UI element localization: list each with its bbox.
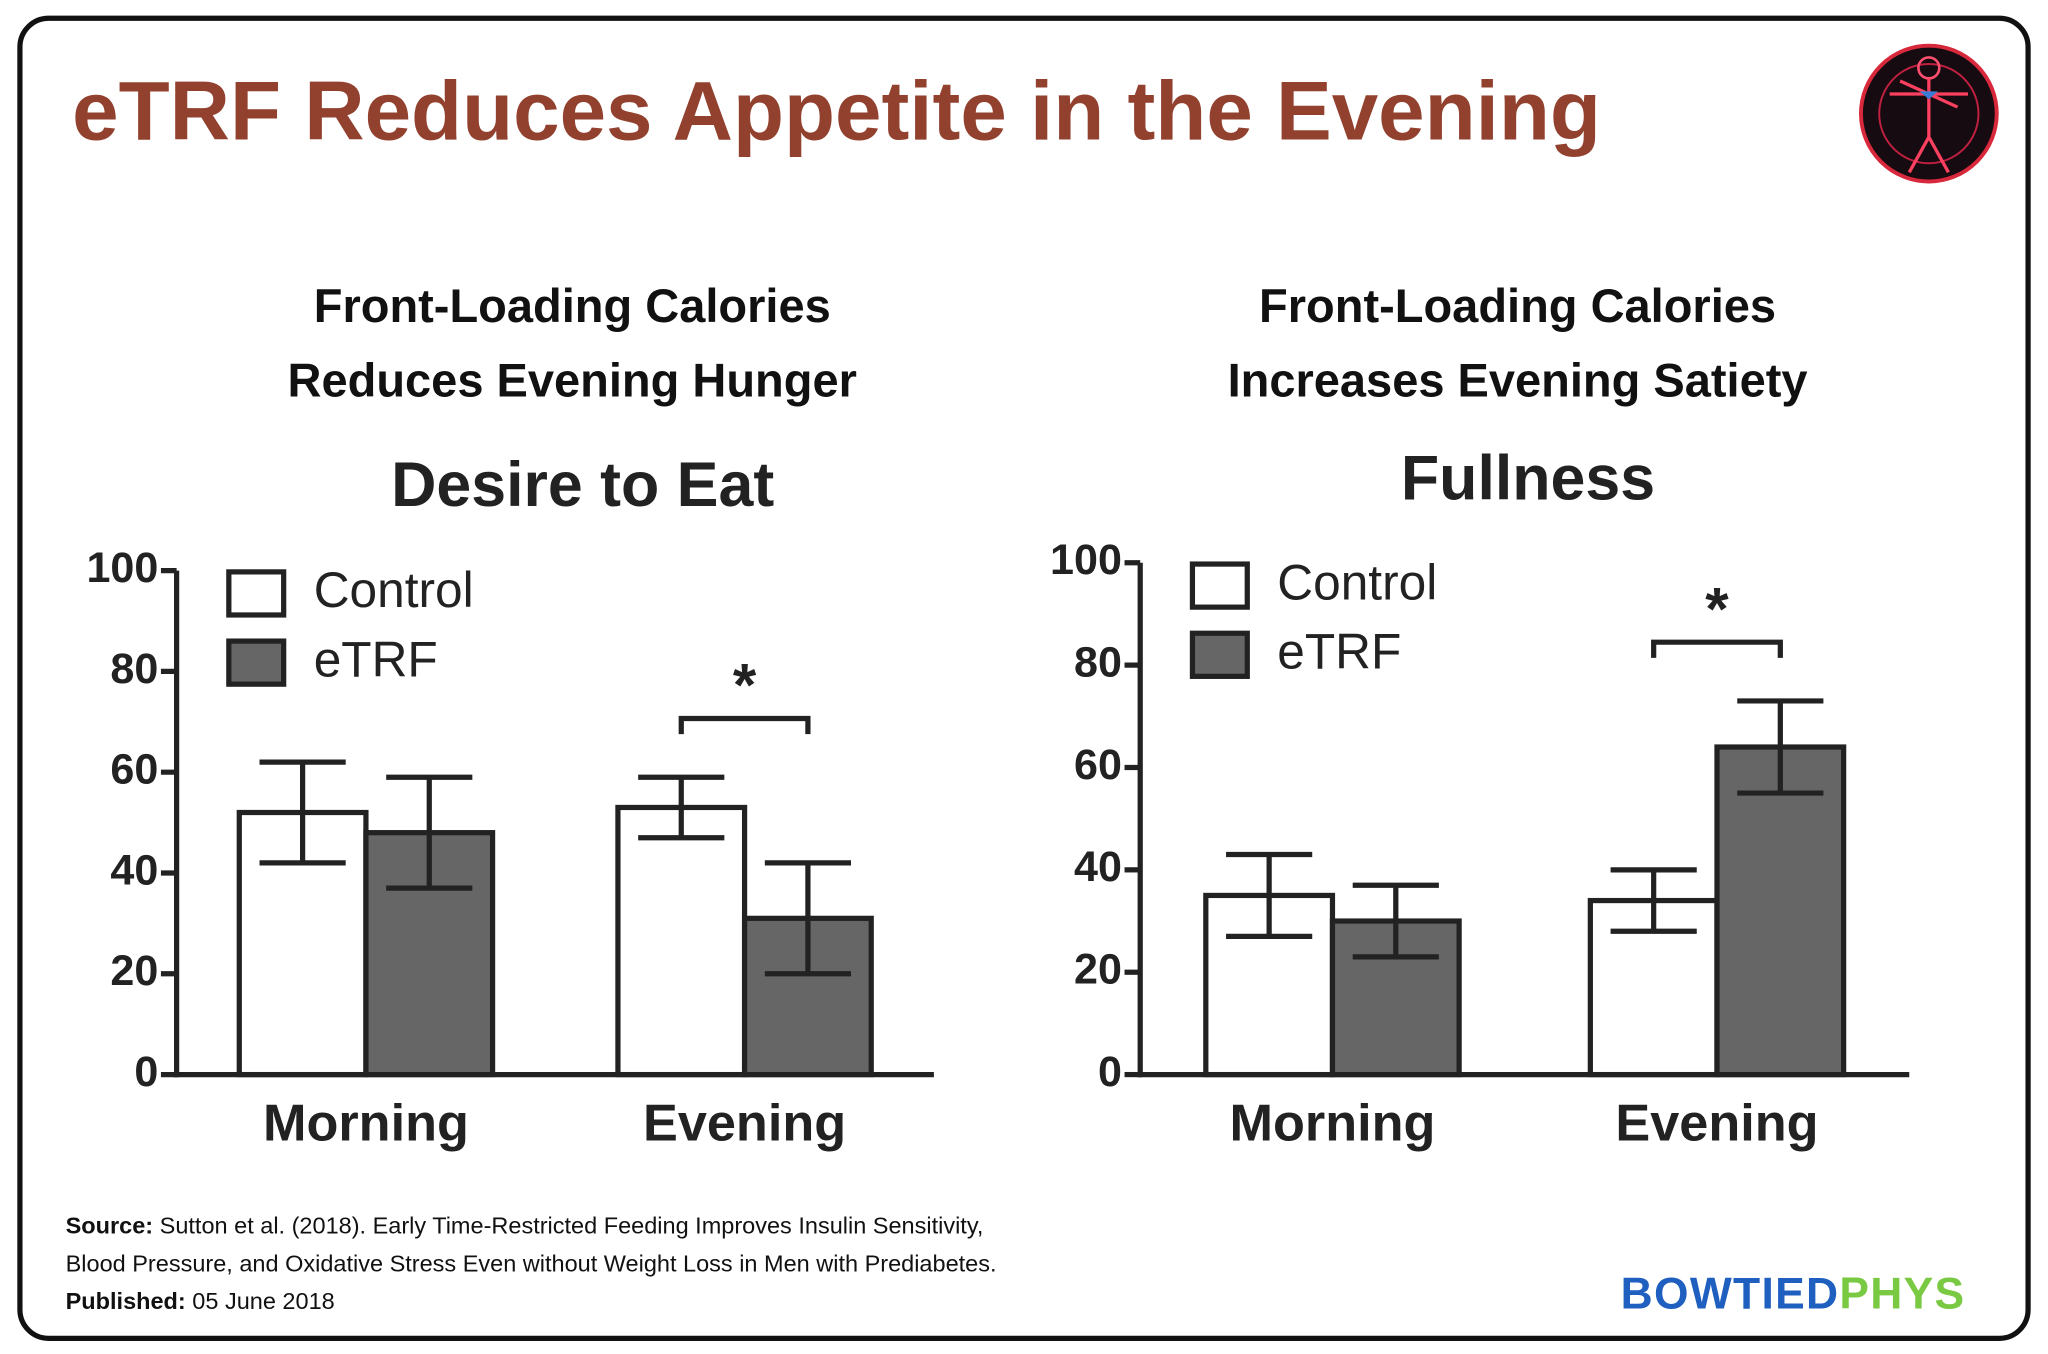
legend-swatch (226, 638, 287, 687)
y-tick-label: 0 (1098, 1048, 1122, 1096)
error-bar (259, 759, 346, 866)
error-bar (386, 774, 473, 891)
bar (1714, 744, 1847, 1078)
error-bar (1737, 698, 1824, 796)
y-tick-label: 80 (110, 645, 158, 693)
y-tick-label: 60 (1074, 741, 1122, 789)
logo (1858, 43, 1999, 184)
chart-headline: Increases Evening Satiety (1228, 353, 1808, 406)
source-label: Source: (66, 1213, 154, 1239)
brand-part: BOWTIED (1621, 1269, 1840, 1318)
source: Source: Sutton et al. (2018). Early Time-… (66, 1213, 984, 1239)
brand: BOWTIEDPHYS (1621, 1269, 1966, 1318)
bar (615, 804, 748, 1078)
legend-swatch (1189, 561, 1250, 610)
published-label: Published: (66, 1288, 186, 1314)
chart-title: Fullness (1401, 444, 1655, 514)
error-bar (1352, 882, 1439, 960)
y-tick-label: 40 (1074, 843, 1122, 891)
error-bar (638, 774, 725, 841)
significance-label: * (733, 652, 757, 719)
x-tick-label: Morning (1230, 1095, 1436, 1153)
published-date: 05 June 2018 (192, 1288, 334, 1314)
y-tick-label: 80 (1074, 638, 1122, 686)
legend-label: Control (314, 562, 474, 618)
chart-headline: Reduces Evening Hunger (288, 353, 857, 406)
legend-label: Control (1277, 554, 1437, 610)
significance-bracket (1651, 639, 1783, 658)
legend-swatch (1189, 630, 1250, 679)
y-tick-label: 100 (86, 544, 158, 592)
y-tick-label: 40 (110, 846, 158, 894)
frame (17, 15, 2031, 1341)
x-tick-label: Evening (1615, 1095, 1818, 1153)
error-bar (1610, 867, 1697, 934)
brand-part: PHYS (1839, 1269, 1965, 1318)
page-title: eTRF Reduces Appetite in the Evening (72, 64, 1601, 158)
y-tick-label: 100 (1050, 536, 1122, 584)
error-bar (1226, 851, 1313, 939)
chart-headline: Front-Loading Calories (1259, 279, 1776, 332)
x-tick-label: Morning (263, 1095, 469, 1153)
y-tick-label: 60 (110, 746, 158, 794)
x-tick-label: Evening (643, 1095, 846, 1153)
significance-bracket (678, 715, 811, 735)
y-tick-label: 20 (1074, 946, 1122, 994)
y-tick-label: 0 (134, 1048, 158, 1096)
legend-label: eTRF (1277, 624, 1401, 680)
source-text: Sutton et al. (2018). Early Time-Restric… (160, 1213, 984, 1239)
source-text: Blood Pressure, and Oxidative Stress Eve… (66, 1250, 997, 1276)
chart-headline: Front-Loading Calories (314, 279, 831, 332)
y-tick-label: 20 (110, 947, 158, 995)
legend-label: eTRF (314, 631, 438, 687)
published: Published: 05 June 2018 (66, 1288, 335, 1314)
legend-swatch (226, 569, 287, 618)
chart-title: Desire to Eat (391, 450, 774, 520)
error-bar (764, 860, 851, 977)
significance-label: * (1705, 575, 1729, 642)
